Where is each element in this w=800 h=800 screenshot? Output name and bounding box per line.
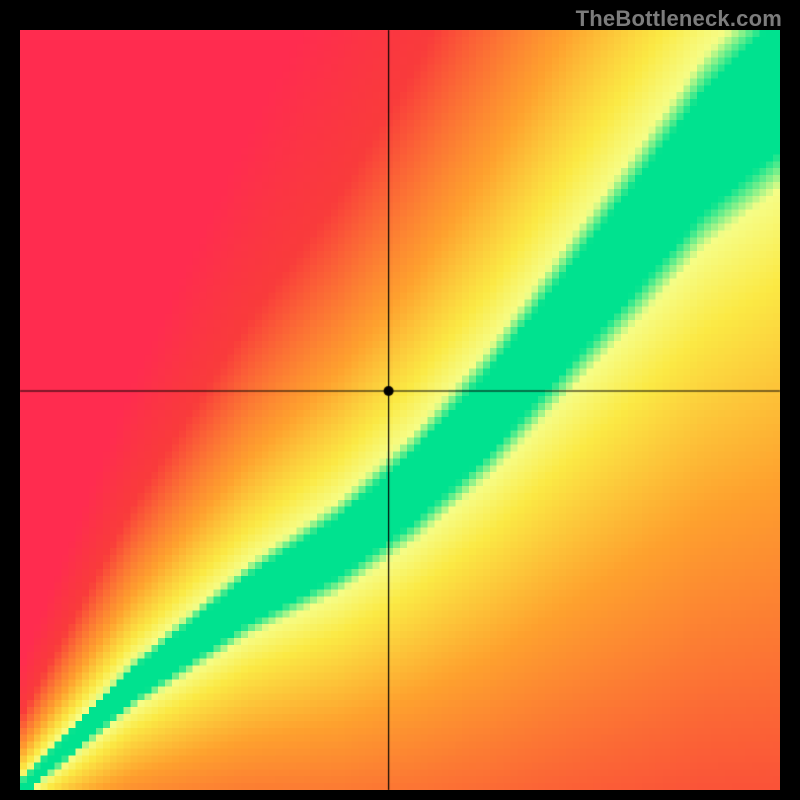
watermark-text: TheBottleneck.com [576, 6, 782, 32]
chart-container: TheBottleneck.com [0, 0, 800, 800]
bottleneck-heatmap [20, 30, 780, 790]
